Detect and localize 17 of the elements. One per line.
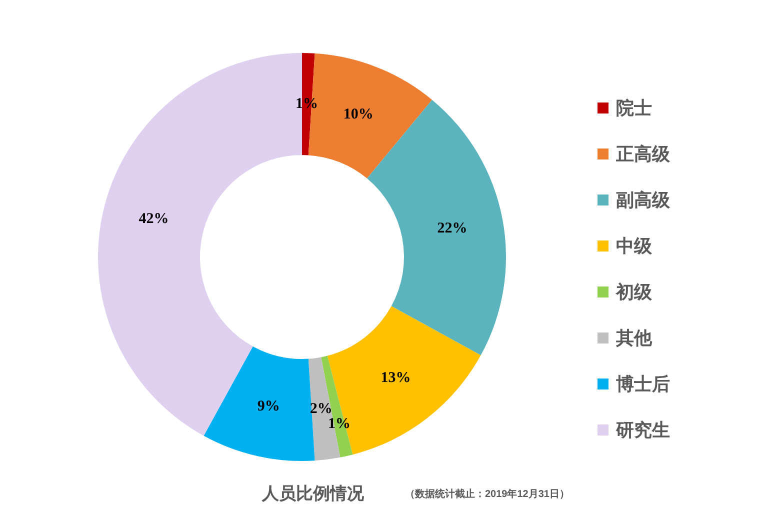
data-label: 42%: [138, 210, 169, 227]
legend-label: 其他: [615, 328, 653, 348]
data-label: 1%: [296, 96, 318, 112]
legend-label: 院士: [616, 98, 652, 118]
data-label: 9%: [257, 398, 280, 414]
legend-label: 中级: [616, 236, 653, 256]
data-label: 1%: [328, 416, 351, 432]
legend-label: 初级: [615, 282, 653, 302]
legend-label: 正高级: [615, 144, 671, 164]
legend-label: 研究生: [615, 420, 670, 440]
text: （数据统计截止：2019年12月31日）: [405, 488, 570, 500]
data-label: 13%: [380, 370, 411, 386]
data-label: 22%: [437, 220, 468, 236]
data-label: 10%: [343, 106, 374, 123]
legend-label: 副高级: [616, 190, 671, 210]
legend-label: 博士后: [615, 374, 670, 394]
text: 人员比例情况: [261, 484, 365, 502]
